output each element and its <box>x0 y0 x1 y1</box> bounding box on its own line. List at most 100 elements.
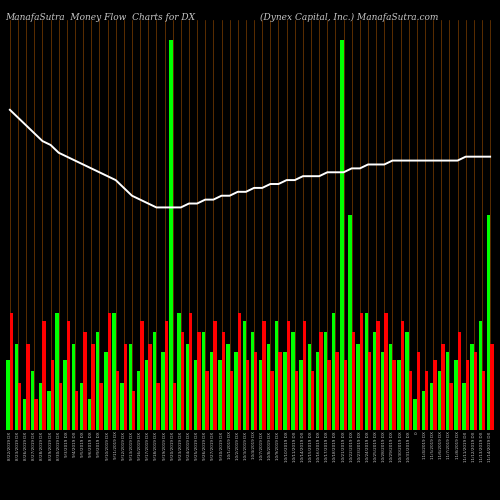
Bar <box>10 313 14 430</box>
Bar <box>120 383 124 430</box>
Bar <box>308 344 311 430</box>
Bar <box>478 320 482 430</box>
Bar <box>31 372 34 430</box>
Bar <box>433 360 436 430</box>
Bar <box>292 332 295 430</box>
Text: ManafaSutra  Money Flow  Charts for DX: ManafaSutra Money Flow Charts for DX <box>5 12 195 22</box>
Bar <box>324 332 328 430</box>
Bar <box>270 372 274 430</box>
Bar <box>56 313 58 430</box>
Bar <box>6 360 10 430</box>
Bar <box>486 215 490 430</box>
Bar <box>389 344 392 430</box>
Bar <box>348 215 352 430</box>
Bar <box>136 372 140 430</box>
Bar <box>250 332 254 430</box>
Bar <box>430 383 433 430</box>
Bar <box>161 352 164 430</box>
Bar <box>230 372 233 430</box>
Bar <box>132 391 136 430</box>
Bar <box>226 344 230 430</box>
Bar <box>39 383 42 430</box>
Bar <box>316 352 319 430</box>
Bar <box>96 332 100 430</box>
Bar <box>442 344 444 430</box>
Bar <box>319 332 322 430</box>
Bar <box>381 352 384 430</box>
Bar <box>148 344 152 430</box>
Bar <box>128 344 132 430</box>
Bar <box>454 360 458 430</box>
Bar <box>283 352 286 430</box>
Bar <box>446 352 450 430</box>
Bar <box>80 383 83 430</box>
Bar <box>156 383 160 430</box>
Bar <box>352 332 355 430</box>
Bar <box>153 332 156 430</box>
Bar <box>124 344 128 430</box>
Bar <box>408 372 412 430</box>
Bar <box>205 372 208 430</box>
Bar <box>214 320 217 430</box>
Bar <box>202 332 205 430</box>
Bar <box>50 360 54 430</box>
Bar <box>458 332 461 430</box>
Bar <box>295 372 298 430</box>
Bar <box>267 344 270 430</box>
Bar <box>164 320 168 430</box>
Bar <box>336 352 339 430</box>
Bar <box>246 360 250 430</box>
Bar <box>372 332 376 430</box>
Bar <box>34 399 37 430</box>
Bar <box>67 320 70 430</box>
Bar <box>218 360 222 430</box>
Bar <box>328 360 330 430</box>
Bar <box>344 360 347 430</box>
Bar <box>116 372 119 430</box>
Bar <box>186 344 189 430</box>
Bar <box>414 399 417 430</box>
Bar <box>88 399 92 430</box>
Bar <box>104 352 108 430</box>
Bar <box>417 352 420 430</box>
Bar <box>356 344 360 430</box>
Bar <box>466 360 469 430</box>
Bar <box>259 360 262 430</box>
Bar <box>422 391 425 430</box>
Bar <box>92 344 94 430</box>
Bar <box>425 372 428 430</box>
Bar <box>254 352 258 430</box>
Bar <box>194 360 197 430</box>
Bar <box>172 383 176 430</box>
Bar <box>474 352 478 430</box>
Bar <box>238 313 241 430</box>
Bar <box>406 332 408 430</box>
Bar <box>482 372 486 430</box>
Bar <box>189 313 192 430</box>
Bar <box>42 320 46 430</box>
Bar <box>450 383 453 430</box>
Bar <box>300 360 303 430</box>
Bar <box>222 332 225 430</box>
Bar <box>178 313 181 430</box>
Bar <box>18 383 22 430</box>
Bar <box>242 320 246 430</box>
Bar <box>376 320 380 430</box>
Bar <box>438 372 442 430</box>
Bar <box>234 352 238 430</box>
Bar <box>64 360 67 430</box>
Bar <box>392 360 396 430</box>
Bar <box>170 40 172 430</box>
Bar <box>262 320 266 430</box>
Bar <box>278 352 282 430</box>
Bar <box>286 320 290 430</box>
Bar <box>368 352 372 430</box>
Bar <box>26 344 30 430</box>
Bar <box>58 383 62 430</box>
Bar <box>470 344 474 430</box>
Bar <box>47 391 50 430</box>
Bar <box>22 399 26 430</box>
Bar <box>400 320 404 430</box>
Bar <box>112 313 116 430</box>
Bar <box>397 360 400 430</box>
